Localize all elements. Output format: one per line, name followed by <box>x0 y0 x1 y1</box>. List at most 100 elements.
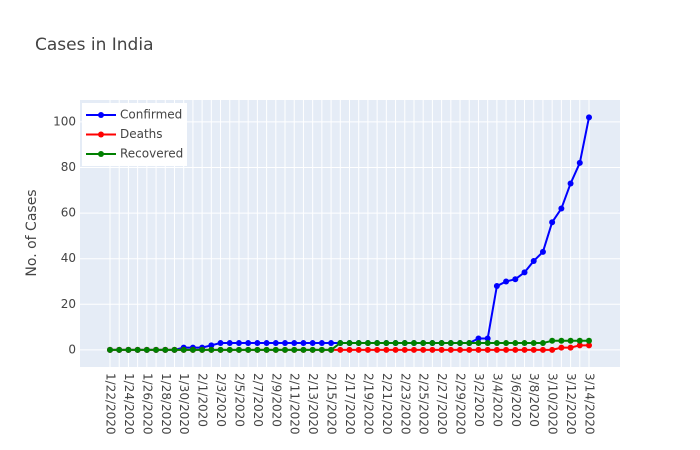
x-tick-label: 2/1/2020 <box>196 373 210 427</box>
data-point <box>447 346 454 353</box>
y-tick-label: 20 <box>61 297 76 311</box>
data-point <box>355 340 362 347</box>
x-tick-label: 3/8/2020 <box>527 373 541 427</box>
data-point <box>457 340 464 347</box>
data-point <box>392 346 399 353</box>
data-point <box>410 340 417 347</box>
data-point <box>107 346 113 353</box>
data-point <box>143 346 150 353</box>
data-point <box>245 340 252 347</box>
data-point <box>272 340 279 347</box>
data-point <box>300 340 307 347</box>
data-point <box>235 346 242 353</box>
data-point <box>475 335 482 342</box>
data-point <box>567 344 574 351</box>
x-tick-label: 2/3/2020 <box>214 373 228 427</box>
x-tick-label: 2/19/2020 <box>361 373 375 435</box>
data-point <box>291 346 298 353</box>
legend-marker <box>98 151 104 157</box>
x-tick-label: 2/15/2020 <box>325 373 339 435</box>
x-tick-label: 2/25/2020 <box>417 373 431 435</box>
legend-label: Deaths <box>120 127 163 141</box>
data-point <box>346 340 353 347</box>
x-tick-label: 2/9/2020 <box>269 373 283 427</box>
data-point <box>466 340 473 347</box>
data-point <box>337 346 344 353</box>
data-point <box>484 335 491 342</box>
data-point <box>282 340 289 347</box>
data-point <box>217 340 224 347</box>
data-point <box>493 346 500 353</box>
data-point <box>586 337 592 344</box>
data-point <box>539 340 546 347</box>
x-tick-label: 3/4/2020 <box>490 373 504 427</box>
y-tick-label: 80 <box>61 160 76 174</box>
data-point <box>401 340 408 347</box>
data-point <box>401 346 408 353</box>
data-point <box>558 337 565 344</box>
x-tick-label: 1/24/2020 <box>122 373 136 435</box>
y-tick-label: 0 <box>68 342 76 356</box>
data-point <box>374 346 381 353</box>
data-point <box>503 278 510 285</box>
data-point <box>475 346 482 353</box>
data-point <box>355 346 362 353</box>
data-point <box>226 340 233 347</box>
x-tick-label: 1/26/2020 <box>140 373 154 435</box>
data-point <box>438 346 445 353</box>
data-point <box>189 346 196 353</box>
data-point <box>521 346 528 353</box>
x-tick-label: 3/12/2020 <box>564 373 578 435</box>
data-point <box>447 340 454 347</box>
data-point <box>291 340 298 347</box>
data-point <box>558 344 565 351</box>
data-point <box>392 340 399 347</box>
data-point <box>549 337 556 344</box>
x-tick-label: 2/11/2020 <box>288 373 302 435</box>
x-tick-label: 2/23/2020 <box>398 373 412 435</box>
data-point <box>300 346 307 353</box>
x-tick-label: 3/6/2020 <box>509 373 523 427</box>
data-point <box>208 342 215 349</box>
data-point <box>263 346 270 353</box>
data-point <box>429 346 436 353</box>
data-point <box>512 346 519 353</box>
data-point <box>530 257 537 264</box>
marks <box>107 114 592 353</box>
data-point <box>125 346 132 353</box>
data-point <box>383 340 390 347</box>
data-point <box>512 276 519 283</box>
data-point <box>530 346 537 353</box>
x-tick-label: 3/2/2020 <box>472 373 486 427</box>
data-point <box>318 346 325 353</box>
chart-title: Cases in India <box>35 35 154 55</box>
y-tick-label: 60 <box>61 206 76 220</box>
data-point <box>503 346 510 353</box>
data-point <box>475 340 482 347</box>
x-tick-label: 3/14/2020 <box>583 373 597 435</box>
data-point <box>217 346 224 353</box>
data-point <box>586 342 592 349</box>
data-point <box>364 340 371 347</box>
x-tick-label: 2/7/2020 <box>251 373 265 427</box>
data-point <box>235 340 242 347</box>
data-point <box>558 205 565 212</box>
legend-marker <box>98 112 104 118</box>
data-point <box>328 340 335 347</box>
x-tick-label: 2/21/2020 <box>380 373 394 435</box>
data-point <box>328 346 335 353</box>
x-tick-label: 1/30/2020 <box>177 373 191 435</box>
data-point <box>576 342 583 349</box>
data-point <box>309 346 316 353</box>
data-point <box>539 248 546 255</box>
data-point <box>383 346 390 353</box>
data-point <box>180 346 187 353</box>
data-point <box>153 346 160 353</box>
legend-marker <box>98 131 104 138</box>
data-point <box>484 340 491 347</box>
data-point <box>245 346 252 353</box>
data-point <box>272 346 279 353</box>
data-point <box>466 346 473 353</box>
x-tick-label: 1/28/2020 <box>159 373 173 435</box>
